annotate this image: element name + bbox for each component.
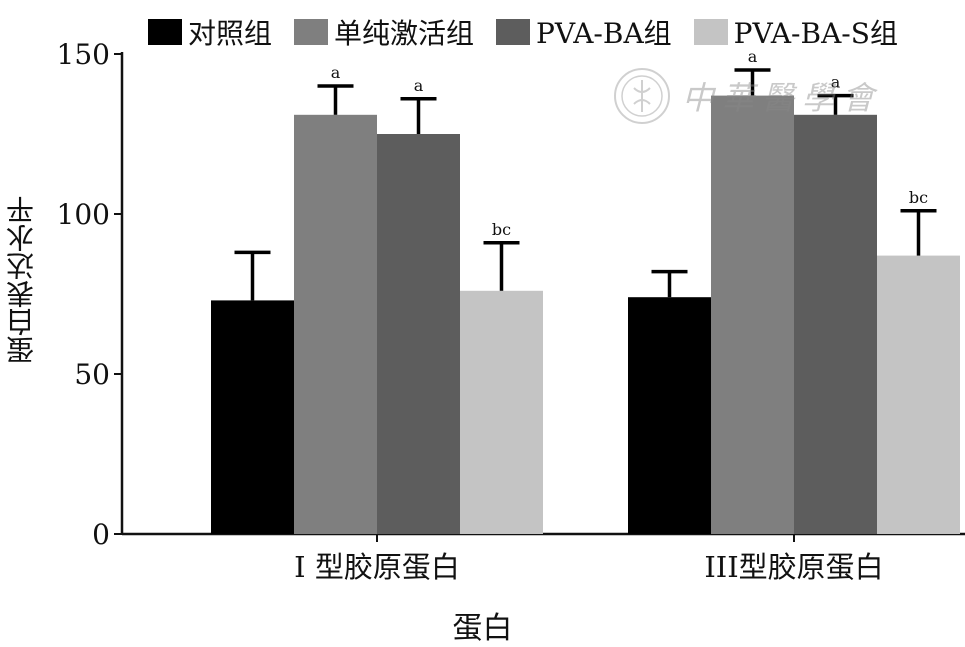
legend-label-pva-ba: PVA-BA组 [536, 17, 672, 50]
x-tick-label: I 型胶原蛋白 [294, 550, 460, 584]
watermark-seal-icon [614, 68, 670, 124]
significance-label: a [331, 63, 341, 82]
bar [294, 114, 377, 535]
significance-label: a [414, 76, 424, 95]
legend-item-pva-ba-s: PVA-BA-S组 [693, 12, 898, 52]
y-tick-label: 50 [74, 358, 110, 391]
significance-label: bc [909, 188, 928, 207]
bar [460, 290, 543, 534]
y-tick-label: 100 [57, 198, 110, 231]
legend-item-activation: 单纯激活组 [294, 12, 474, 52]
significance-label: a [831, 73, 841, 92]
bar [794, 114, 877, 535]
bar [877, 255, 960, 534]
bar [377, 134, 460, 534]
bar [711, 95, 794, 534]
y-tick-label: 0 [92, 518, 110, 551]
legend-swatch-pva-ba [496, 19, 531, 45]
watermark-text: 中華醫學會 [682, 79, 883, 117]
legend-swatch-activation [294, 19, 329, 45]
legend-label-activation: 单纯激活组 [334, 17, 475, 50]
legend-swatch-pva-ba-s [693, 19, 728, 45]
significance-label: bc [492, 220, 511, 239]
legend-item-control: 对照组 [148, 12, 272, 52]
chart-legend: 对照组 单纯激活组 PVA-BA组 PVA-BA-S组 [148, 12, 920, 52]
legend-label-pva-ba-s: PVA-BA-S组 [733, 17, 898, 50]
legend-label-control: 对照组 [188, 17, 273, 50]
legend-item-pva-ba: PVA-BA组 [496, 12, 672, 52]
y-tick-label: 150 [57, 38, 110, 71]
bar [628, 297, 711, 534]
bar [211, 300, 294, 534]
significance-label: a [748, 47, 758, 66]
x-tick-label: III型胶原蛋白 [704, 550, 883, 584]
watermark: 中華醫學會 [612, 66, 882, 126]
x-axis-label: 蛋白 [452, 611, 513, 646]
legend-swatch-control [148, 19, 182, 45]
